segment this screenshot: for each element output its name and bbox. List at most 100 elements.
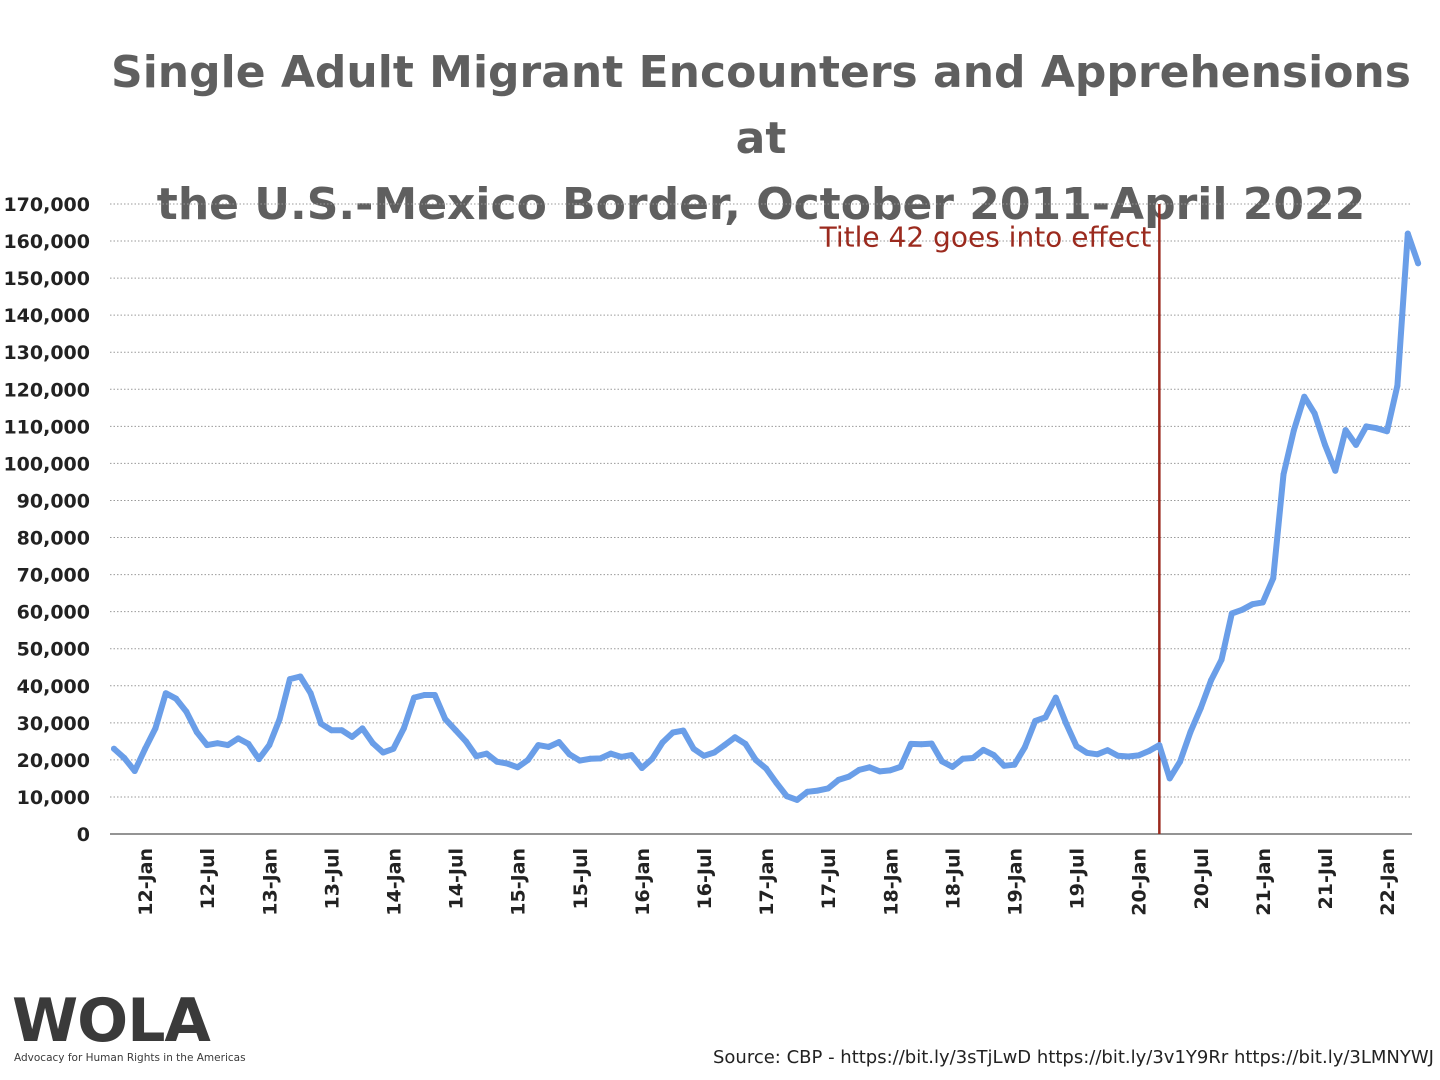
- data-point: [1384, 428, 1390, 435]
- data-point: [876, 768, 883, 775]
- data-point: [1363, 423, 1370, 430]
- data-point: [804, 788, 811, 795]
- data-point: [773, 779, 780, 786]
- data-point: [369, 740, 376, 747]
- y-tick-label: 110,000: [3, 416, 90, 438]
- x-tick-label: 18-Jan: [880, 848, 902, 916]
- data-point: [1094, 751, 1101, 758]
- data-point: [514, 764, 521, 771]
- x-tick-label: 22-Jan: [1377, 848, 1399, 916]
- data-point: [193, 729, 200, 736]
- title42-annotation: Title 42 goes into effect: [819, 221, 1152, 254]
- x-tick-label: 13-Jan: [259, 848, 281, 916]
- data-point: [721, 742, 728, 749]
- data-point: [162, 690, 169, 697]
- data-point: [959, 755, 966, 762]
- data-point: [504, 760, 511, 767]
- data-point: [1052, 694, 1059, 701]
- x-tick-label: 15-Jan: [508, 848, 530, 916]
- data-point: [1021, 744, 1028, 751]
- data-point: [1073, 743, 1080, 750]
- data-point: [1301, 393, 1308, 400]
- data-point: [328, 727, 335, 734]
- data-point: [349, 733, 355, 740]
- data-point: [1042, 714, 1049, 721]
- data-point: [1156, 742, 1163, 749]
- data-point: [245, 740, 252, 747]
- data-point: [887, 767, 894, 774]
- x-tick-label: 17-Jul: [818, 848, 840, 909]
- data-point: [462, 738, 469, 745]
- gridlines: [110, 203, 1412, 798]
- series-points: [111, 230, 1422, 803]
- y-tick-label: 10,000: [17, 787, 90, 809]
- data-point: [131, 768, 138, 774]
- x-tick-label: 14-Jul: [446, 848, 468, 909]
- data-point: [835, 776, 842, 783]
- data-point: [400, 725, 407, 732]
- x-tick-label: 12-Jul: [197, 848, 219, 909]
- y-tick-label: 50,000: [17, 639, 90, 661]
- data-point: [1166, 775, 1173, 782]
- data-point: [214, 740, 221, 747]
- y-tick-label: 140,000: [3, 305, 90, 327]
- data-point: [442, 716, 449, 723]
- series-line-single-adults: [111, 230, 1422, 803]
- data-point: [276, 716, 283, 723]
- data-point: [587, 755, 594, 762]
- data-point: [235, 735, 242, 742]
- data-point: [1177, 758, 1183, 765]
- x-tick-label: 14-Jan: [383, 848, 405, 916]
- data-point: [1311, 410, 1318, 417]
- data-point: [1135, 752, 1142, 759]
- data-point: [255, 756, 262, 763]
- data-point: [711, 749, 718, 756]
- data-point: [1063, 720, 1070, 727]
- y-tick-label: 0: [77, 824, 90, 846]
- data-point: [1208, 677, 1215, 684]
- wola-logo: WOLA Advocacy for Human Rights in the Am…: [12, 986, 246, 1070]
- data-point: [545, 743, 552, 750]
- y-tick-label: 120,000: [3, 379, 90, 401]
- x-tick-label: 19-Jul: [1067, 848, 1089, 909]
- data-point: [825, 785, 832, 792]
- y-tick-label: 150,000: [3, 268, 90, 290]
- data-point: [1083, 749, 1090, 756]
- chart-title-line-1: Single Adult Migrant Encounters and Appr…: [111, 47, 1411, 164]
- data-point: [1342, 427, 1349, 434]
- data-point: [1373, 425, 1380, 432]
- data-point: [690, 745, 697, 752]
- data-point: [359, 725, 366, 732]
- logo-wordmark: WOLA: [12, 986, 211, 1056]
- y-tick-label: 60,000: [17, 602, 90, 624]
- data-point: [483, 750, 490, 757]
- data-point: [939, 758, 945, 765]
- data-point: [1290, 427, 1297, 434]
- data-point: [1104, 747, 1111, 754]
- y-tick-label: 80,000: [17, 528, 90, 550]
- data-point: [607, 750, 614, 757]
- source-note: Source: CBP - https://bit.ly/3sTjLwD htt…: [712, 1047, 1434, 1068]
- data-point: [142, 745, 149, 752]
- data-point: [597, 755, 604, 762]
- data-point: [411, 694, 418, 701]
- x-axis-tick-labels: 12-Jan 12-Jul 13-Jan 13-Jul 14-Jan 14-Jul 15-J…: [135, 848, 1399, 916]
- x-tick-label: 17-Jan: [756, 848, 778, 916]
- data-point: [783, 793, 790, 800]
- data-point: [452, 727, 459, 734]
- data-point: [659, 739, 666, 746]
- data-point: [1332, 467, 1339, 474]
- data-point: [1259, 599, 1266, 606]
- y-tick-label: 100,000: [3, 453, 90, 475]
- data-point: [266, 742, 273, 749]
- data-point: [814, 787, 821, 794]
- data-point: [1239, 606, 1246, 613]
- data-point: [525, 756, 531, 763]
- data-point: [897, 763, 904, 770]
- data-point: [628, 752, 635, 759]
- y-tick-label: 30,000: [17, 713, 90, 735]
- data-point: [1270, 575, 1277, 582]
- data-point: [742, 740, 749, 747]
- data-point: [556, 739, 562, 746]
- y-axis-tick-labels: 0 10,000 20,000 30,000 40,000 50,000 60,000 70,…: [3, 194, 90, 846]
